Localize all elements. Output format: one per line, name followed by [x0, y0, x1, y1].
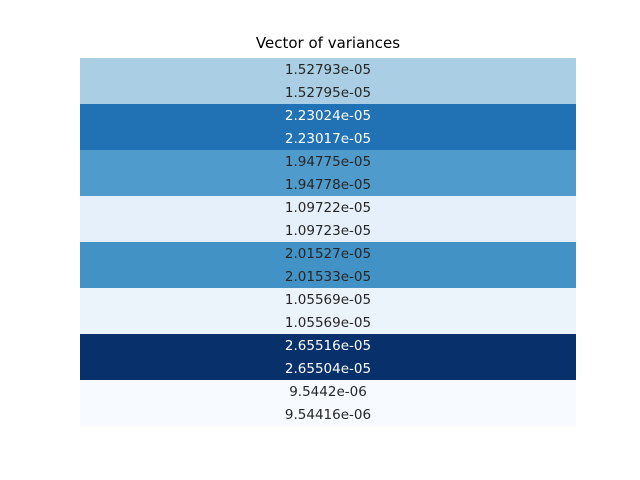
cell-value-label: 2.01533e-05 [285, 269, 371, 285]
heatmap-cell [80, 173, 576, 197]
cell-value-label: 9.5442e-06 [289, 384, 367, 400]
heatmap-cell [80, 311, 576, 335]
heatmap-cell [80, 127, 576, 151]
cell-value-label: 2.23017e-05 [285, 131, 371, 147]
heatmap-cell [80, 196, 576, 220]
heatmap-cell [80, 380, 576, 404]
heatmap-cell [80, 265, 576, 289]
heatmap-cell [80, 104, 576, 128]
heatmap-cell [80, 357, 576, 381]
heatmap-cell [80, 288, 576, 312]
cell-value-label: 2.65516e-05 [285, 338, 371, 354]
heatmap-cell [80, 403, 576, 427]
cell-value-label: 1.94778e-05 [285, 177, 371, 193]
cell-value-label: 2.01527e-05 [285, 246, 371, 262]
heatmap-cell [80, 334, 576, 358]
cell-value-label: 2.65504e-05 [285, 361, 371, 377]
cell-value-label: 9.54416e-06 [285, 407, 371, 423]
heatmap-cell [80, 242, 576, 266]
cell-value-label: 1.05569e-05 [285, 292, 371, 308]
cell-value-label: 1.52793e-05 [285, 62, 371, 78]
cell-value-label: 2.23024e-05 [285, 108, 371, 124]
cell-value-label: 1.52795e-05 [285, 85, 371, 101]
chart-title: Vector of variances [255, 34, 401, 52]
cell-value-label: 1.05569e-05 [285, 315, 371, 331]
cell-value-label: 1.09723e-05 [285, 223, 371, 239]
cell-value-label: 1.94775e-05 [285, 154, 371, 170]
heatmap-cell [80, 81, 576, 105]
heatmap-cell [80, 58, 576, 82]
cell-value-label: 1.09722e-05 [285, 200, 371, 216]
heatmap-cell [80, 150, 576, 174]
heatmap-cell [80, 219, 576, 243]
